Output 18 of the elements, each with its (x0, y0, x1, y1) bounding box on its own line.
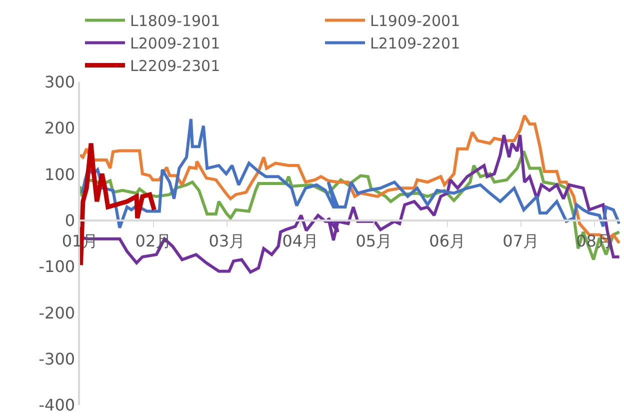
legend-label: L1809-1901 (130, 12, 220, 30)
y-tick-label: 100 (44, 164, 76, 184)
x-tick-label: 06月 (429, 231, 466, 250)
y-tick-label: 200 (44, 118, 76, 138)
legend-label: L2009-2101 (130, 34, 220, 53)
y-tick-label: -100 (38, 257, 76, 276)
y-tick-label: -400 (38, 396, 76, 415)
legend-label: L2109-2201 (370, 34, 460, 53)
legend-label: L1909-2001 (370, 12, 460, 30)
legend-label: L2209-2301 (130, 57, 220, 76)
x-tick-label: 07月 (502, 231, 539, 250)
y-tick-label: 0 (64, 211, 76, 230)
y-tick-label: 300 (44, 72, 76, 92)
y-tick-label: -300 (38, 349, 76, 368)
y-tick-label: -200 (38, 303, 76, 322)
x-tick-label: 04月 (282, 231, 319, 250)
x-tick-label: 05月 (356, 231, 392, 250)
x-tick-label: 03月 (208, 231, 246, 250)
